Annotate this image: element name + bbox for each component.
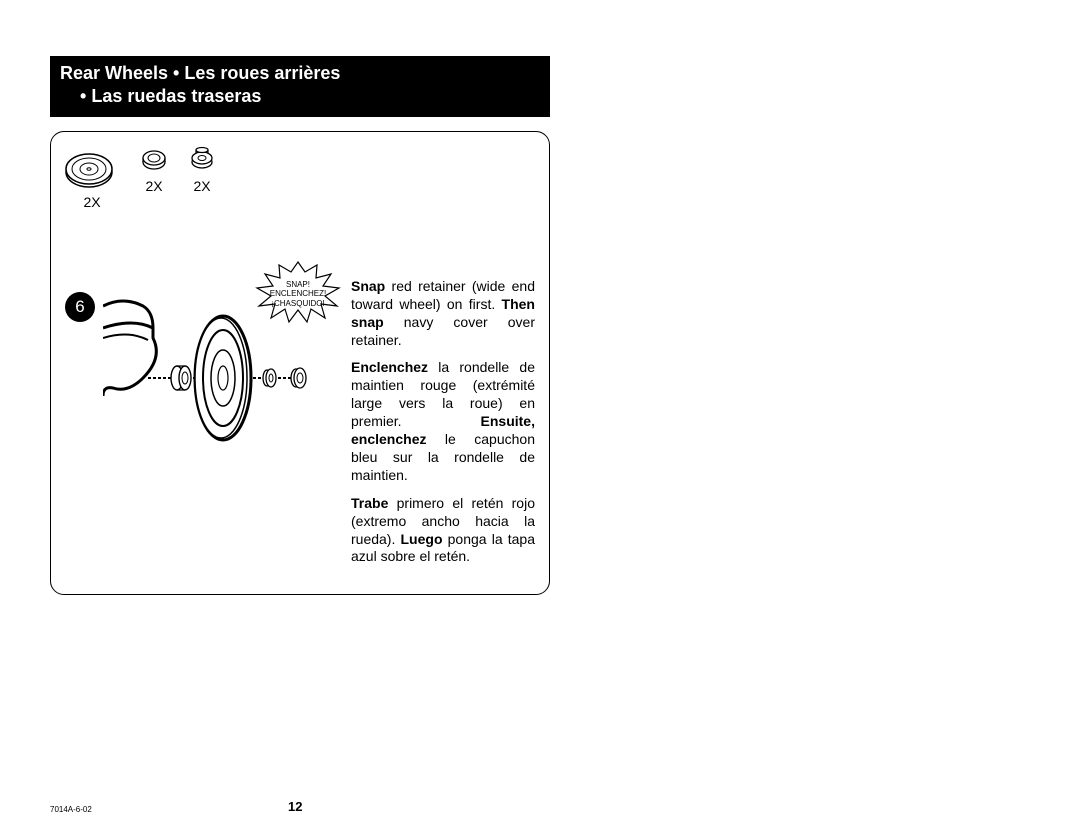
en-bold-1: Snap [351,278,385,294]
burst-fr: ENCLENCHEZ! [270,289,326,298]
instruction-en: Snap red retainer (wide end toward wheel… [351,278,535,350]
step-number-badge: 6 [65,292,95,322]
footer-page-number: 12 [288,799,302,814]
burst-es: ¡CHASQUIDO! [271,299,324,308]
instruction-fr: Enclenchez la rondelle de maintien rouge… [351,359,535,484]
snap-callout: SNAP! ENCLENCHEZ! ¡CHASQUIDO! [243,260,353,309]
fr-bold-1: Enclenchez [351,359,428,375]
cap-icon [141,144,167,172]
wheel-icon [65,144,119,188]
parts-row: 2X 2X 2X [65,144,535,210]
instruction-text: Snap red retainer (wide end toward wheel… [351,278,535,577]
content-box: 2X 2X 2X [50,131,550,596]
instruction-es: Trabe primero el retén rojo (extremo anc… [351,495,535,567]
step-row: 6 SNAP! ENCLENCHEZ! ¡CHASQUIDO! [65,278,535,577]
retainer-qty: 2X [193,178,210,194]
cap-qty: 2X [145,178,162,194]
es-bold-1: Trabe [351,495,388,511]
burst-en: SNAP! [286,280,310,289]
es-bold-2: Luego [401,531,443,547]
page-content: Rear Wheels • Les roues arrières • Las r… [0,0,600,615]
part-wheel: 2X [65,144,119,210]
title-line-1: Rear Wheels • Les roues arrières [60,63,340,83]
section-title: Rear Wheels • Les roues arrières • Las r… [50,56,550,117]
step-number: 6 [75,297,84,317]
wheel-qty: 2X [83,194,100,210]
title-line-2: • Las ruedas traseras [80,86,261,106]
retainer-icon [189,144,215,172]
part-cap: 2X [141,144,167,194]
assembly-diagram: SNAP! ENCLENCHEZ! ¡CHASQUIDO! [103,278,343,577]
part-retainer: 2X [189,144,215,194]
footer-code: 7014A-6-02 [50,805,92,814]
